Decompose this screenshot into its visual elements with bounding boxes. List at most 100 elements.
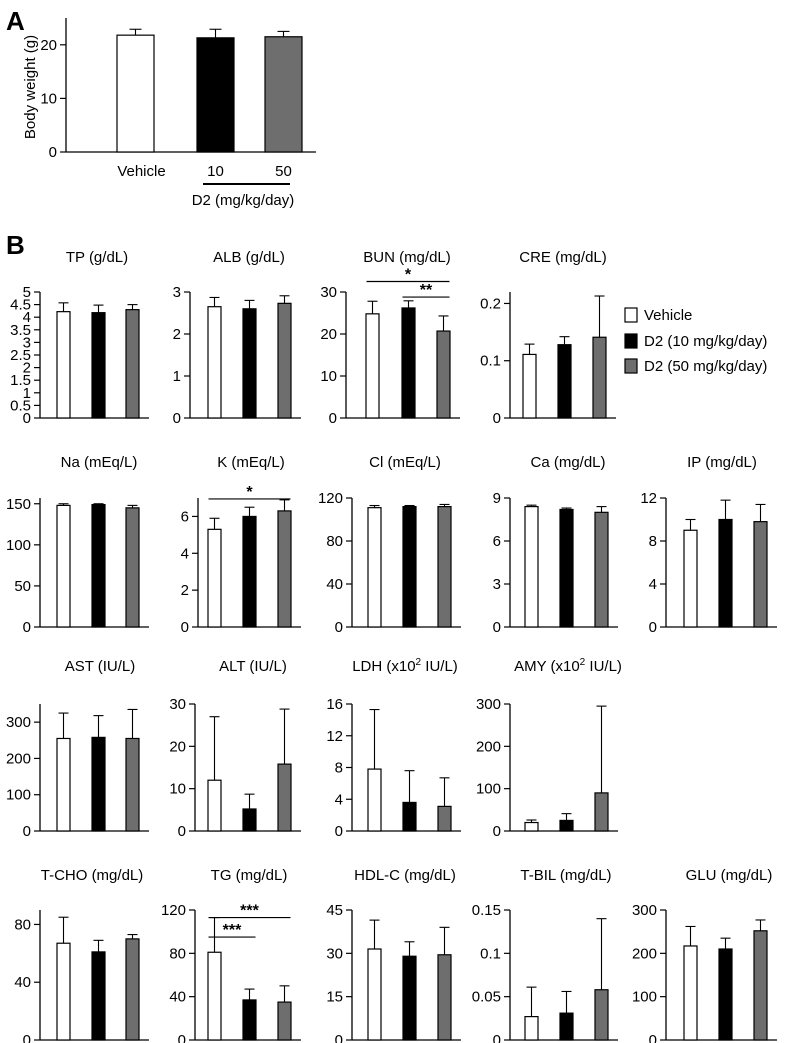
y-tick-label: 0 bbox=[23, 823, 31, 840]
y-axis-label: Body weight (g) bbox=[22, 35, 39, 139]
y-tick-label: 4 bbox=[649, 576, 657, 593]
significance-label: ** bbox=[420, 282, 433, 299]
y-tick-label: 200 bbox=[632, 945, 657, 962]
bar bbox=[277, 302, 292, 419]
y-tick-label: 0.2 bbox=[480, 295, 501, 312]
y-tick-label: 20 bbox=[169, 738, 186, 755]
chart-title-text: Ca (mg/dL) bbox=[530, 454, 605, 471]
y-tick-label: 0 bbox=[329, 410, 337, 427]
chart-ast: AST (IU/L) 0 100 200 300 bbox=[6, 658, 149, 840]
y-tick-label: 1 bbox=[23, 385, 31, 402]
y-tick-label: 200 bbox=[476, 738, 501, 755]
bar bbox=[594, 792, 609, 832]
y-tick-label: 2 bbox=[23, 360, 31, 377]
y-tick-label: 200 bbox=[6, 750, 31, 767]
category-label: 50 bbox=[275, 163, 292, 180]
chart-tbil: T-BIL (mg/dL) 0 0.05 0.1 0.15 bbox=[472, 867, 618, 1043]
chart-title: ALT (IU/L) bbox=[219, 658, 287, 675]
y-tick-label: 150 bbox=[6, 496, 31, 513]
y-tick-label: 0 bbox=[23, 410, 31, 427]
bar bbox=[277, 510, 292, 628]
chart-tp: B TP (g/dL) 00.511.522.533.544.55 bbox=[6, 230, 149, 427]
bar bbox=[522, 353, 537, 419]
significance-label: * bbox=[246, 484, 253, 501]
y-tick-label: 10 bbox=[320, 368, 337, 385]
bar bbox=[437, 805, 452, 832]
bar bbox=[592, 336, 607, 419]
y-tick-label: 8 bbox=[335, 760, 343, 777]
significance-label: *** bbox=[223, 922, 242, 939]
bar bbox=[242, 515, 257, 628]
chart-title-superscript: 2 bbox=[416, 657, 422, 668]
bar bbox=[524, 821, 539, 832]
bar bbox=[91, 736, 106, 832]
y-tick-label: 1 bbox=[173, 368, 181, 385]
y-tick-label: 0 bbox=[178, 1032, 186, 1043]
chart-title: K (mEq/L) bbox=[217, 454, 285, 471]
chart-cl: Cl (mEq/L) 0 40 80 120 bbox=[318, 454, 461, 636]
panel-label-B: B bbox=[6, 230, 25, 260]
y-tick-label: 10 bbox=[40, 90, 57, 107]
y-tick-label: 3 bbox=[23, 334, 31, 351]
chart-title-text: AMY (x10 bbox=[514, 658, 580, 675]
y-tick-label: 8 bbox=[649, 533, 657, 550]
y-tick-label: 80 bbox=[14, 916, 31, 933]
bar bbox=[367, 768, 382, 832]
chart-title: AST (IU/L) bbox=[65, 658, 136, 675]
y-tick-label: 4 bbox=[335, 791, 343, 808]
chart-alb: ALB (g/dL) 0 1 2 3 bbox=[173, 249, 301, 427]
chart-amy: AMY (x102 IU/L) 0 100 200 300 bbox=[476, 657, 622, 840]
bar bbox=[683, 945, 698, 1041]
chart-title-text: ALT (IU/L) bbox=[219, 658, 287, 675]
bar bbox=[91, 503, 106, 628]
bar bbox=[56, 504, 71, 628]
chart-title: Cl (mEq/L) bbox=[369, 454, 441, 471]
chart-title: T-BIL (mg/dL) bbox=[520, 867, 611, 884]
y-tick-label: 0 bbox=[173, 410, 181, 427]
significance-label: * bbox=[405, 267, 412, 284]
y-tick-label: 0.15 bbox=[472, 902, 501, 919]
chart-title-text: BUN (mg/dL) bbox=[363, 249, 451, 266]
bar bbox=[753, 930, 768, 1041]
chart-title: BUN (mg/dL) bbox=[363, 249, 451, 266]
y-tick-label: 0 bbox=[178, 823, 186, 840]
chart-title-text: ALB (g/dL) bbox=[213, 249, 285, 266]
y-tick-label: 2.5 bbox=[10, 347, 31, 364]
y-tick-label: 0 bbox=[181, 619, 189, 636]
y-tick-label: 30 bbox=[326, 945, 343, 962]
y-tick-label: 12 bbox=[326, 728, 343, 745]
y-tick-label: 0 bbox=[493, 410, 501, 427]
y-tick-label: 0 bbox=[49, 144, 57, 161]
bar bbox=[559, 1012, 574, 1041]
chart-title-text: IP (mg/dL) bbox=[687, 454, 757, 471]
y-tick-label: 20 bbox=[40, 37, 57, 54]
group-label: D2 (mg/kg/day) bbox=[192, 192, 295, 209]
bar bbox=[594, 989, 609, 1041]
y-tick-label: 0 bbox=[23, 1032, 31, 1043]
chart-title-text: AST (IU/L) bbox=[65, 658, 136, 675]
bar bbox=[125, 938, 140, 1041]
y-tick-label: 40 bbox=[169, 989, 186, 1006]
chart-ip: IP (mg/dL) 0 4 8 12 bbox=[640, 454, 777, 636]
bar bbox=[367, 507, 382, 628]
y-tick-label: 0.1 bbox=[480, 353, 501, 370]
y-tick-label: 5 bbox=[23, 284, 31, 301]
y-tick-label: 1.5 bbox=[10, 372, 31, 389]
y-tick-label: 50 bbox=[14, 578, 31, 595]
bar bbox=[367, 948, 382, 1041]
bar bbox=[125, 507, 140, 628]
y-tick-label: 0 bbox=[335, 619, 343, 636]
panel-label-A: A bbox=[6, 6, 25, 36]
chart-title-text: HDL-C (mg/dL) bbox=[354, 867, 456, 884]
bar bbox=[365, 313, 380, 419]
bar bbox=[436, 330, 451, 419]
y-tick-label: 2 bbox=[181, 582, 189, 599]
chart-title: Na (mEq/L) bbox=[61, 454, 138, 471]
y-tick-label: 4 bbox=[181, 545, 189, 562]
chart-title-text: CRE (mg/dL) bbox=[519, 249, 607, 266]
y-tick-label: 16 bbox=[326, 696, 343, 713]
chart-title-text: K (mEq/L) bbox=[217, 454, 285, 471]
chart-k: K (mEq/L) 0 2 4 6 * bbox=[181, 454, 301, 636]
